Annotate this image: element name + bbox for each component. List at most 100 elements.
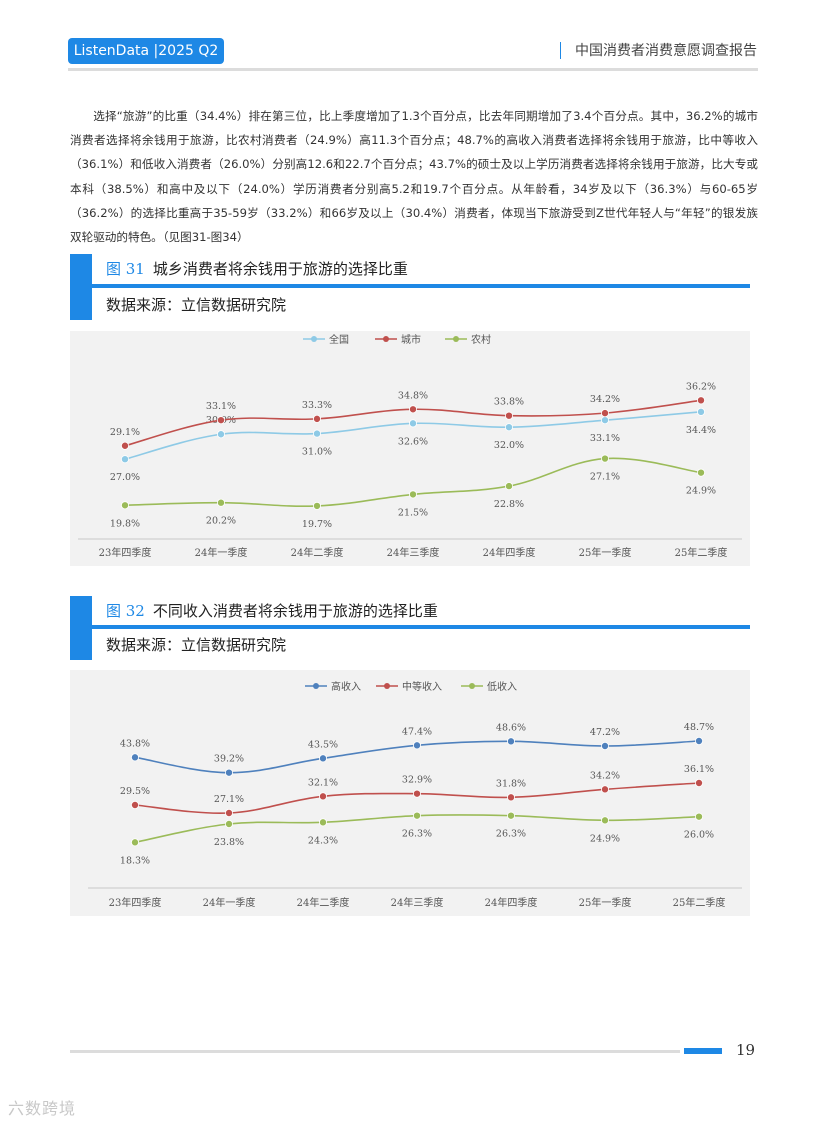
- data-point[interactable]: [312, 501, 321, 510]
- data-point[interactable]: [601, 409, 610, 418]
- data-label: 34.8%: [398, 390, 428, 401]
- x-tick-label: 24年一季度: [195, 546, 248, 559]
- legend-marker: [384, 683, 390, 689]
- data-label: 32.9%: [402, 775, 432, 786]
- x-tick-label: 24年四季度: [485, 896, 538, 909]
- data-point[interactable]: [697, 396, 706, 405]
- data-point[interactable]: [601, 816, 610, 825]
- data-point[interactable]: [506, 811, 515, 820]
- legend-marker: [311, 336, 317, 342]
- figure-31-source: 数据来源：立信数据研究院: [106, 296, 287, 314]
- data-point[interactable]: [601, 742, 610, 751]
- body-paragraph: 选择“旅游”的比重（34.4%）排在第三位，比上季度增加了1.3个百分点，比去年…: [70, 109, 758, 245]
- data-point[interactable]: [312, 429, 321, 438]
- footer-divider: [70, 1050, 680, 1053]
- data-point[interactable]: [224, 768, 233, 777]
- data-point[interactable]: [412, 741, 421, 750]
- data-point[interactable]: [504, 482, 513, 491]
- data-point[interactable]: [216, 416, 225, 425]
- legend-marker: [313, 683, 319, 689]
- x-tick-label: 24年三季度: [391, 896, 444, 909]
- legend-item[interactable]: 中等收入: [376, 680, 442, 693]
- data-label: 19.7%: [302, 519, 332, 530]
- data-label: 20.2%: [206, 516, 236, 527]
- data-point[interactable]: [504, 423, 513, 432]
- data-point[interactable]: [408, 405, 417, 414]
- legend-label: 全国: [329, 333, 349, 346]
- watermark: 六数跨境: [8, 1099, 77, 1118]
- data-point[interactable]: [506, 793, 515, 802]
- data-point[interactable]: [601, 454, 610, 463]
- figure-31-title-row: 图 31 城乡消费者将余钱用于旅游的选择比重: [106, 258, 408, 279]
- data-point[interactable]: [412, 789, 421, 798]
- figure-32-header: 图 32 不同收入消费者将余钱用于旅游的选择比重 数据来源：立信数据研究院: [70, 596, 750, 660]
- data-point[interactable]: [412, 811, 421, 820]
- legend-item[interactable]: 低收入: [461, 680, 517, 693]
- legend-item[interactable]: 全国: [303, 333, 349, 346]
- legend-item[interactable]: 高收入: [305, 680, 361, 693]
- page-number: 19: [736, 1041, 756, 1059]
- data-label: 43.5%: [308, 739, 338, 750]
- data-label: 29.5%: [120, 786, 150, 797]
- data-point[interactable]: [697, 468, 706, 477]
- data-label: 31.8%: [496, 778, 526, 789]
- data-point[interactable]: [131, 800, 140, 809]
- data-point[interactable]: [318, 754, 327, 763]
- data-point[interactable]: [695, 779, 704, 788]
- data-point[interactable]: [318, 792, 327, 801]
- data-label: 43.8%: [120, 738, 150, 749]
- data-point[interactable]: [601, 785, 610, 794]
- data-point[interactable]: [216, 498, 225, 507]
- x-tick-label: 24年二季度: [291, 546, 344, 559]
- legend-marker: [469, 683, 475, 689]
- figure-32-number: 图 32: [106, 602, 145, 620]
- legend-label: 低收入: [487, 680, 517, 693]
- data-point[interactable]: [695, 737, 704, 746]
- figure-accent-bar: [70, 596, 92, 660]
- data-label: 33.1%: [590, 433, 620, 444]
- data-label: 24.9%: [686, 486, 716, 497]
- data-label: 33.8%: [494, 397, 524, 408]
- data-label: 19.8%: [110, 518, 140, 529]
- data-point[interactable]: [506, 737, 515, 746]
- data-label: 24.9%: [590, 833, 620, 844]
- report-badge: ListenData |2025 Q2: [68, 38, 224, 64]
- data-point[interactable]: [131, 838, 140, 847]
- data-point[interactable]: [224, 808, 233, 817]
- data-label: 29.1%: [110, 427, 140, 438]
- data-point[interactable]: [408, 419, 417, 428]
- data-label: 22.8%: [494, 499, 524, 510]
- header-separator: [560, 42, 561, 59]
- data-point[interactable]: [121, 455, 130, 464]
- data-point[interactable]: [224, 819, 233, 828]
- chart-32-container: 23年四季度 24年一季度 24年二季度 24年三季度 24年四季度 25年一季度 25年二…: [70, 670, 750, 916]
- data-point[interactable]: [216, 430, 225, 439]
- data-point[interactable]: [697, 407, 706, 416]
- legend-item[interactable]: 城市: [375, 333, 421, 346]
- data-label: 26.3%: [496, 829, 526, 840]
- legend-label: 高收入: [331, 680, 361, 693]
- data-point[interactable]: [131, 753, 140, 762]
- data-point[interactable]: [318, 818, 327, 827]
- data-label: 34.2%: [590, 770, 620, 781]
- data-point[interactable]: [121, 501, 130, 510]
- x-tick-label: 24年一季度: [203, 896, 256, 909]
- chart-31-svg: 23年四季度 24年一季度 24年二季度 24年三季度 24年四季度 25年一季度 25年二…: [78, 333, 742, 559]
- data-point[interactable]: [312, 414, 321, 423]
- data-point[interactable]: [121, 441, 130, 450]
- data-point[interactable]: [695, 812, 704, 821]
- x-tick-label: 25年二季度: [673, 896, 726, 909]
- data-label: 33.3%: [302, 400, 332, 411]
- data-point[interactable]: [601, 416, 610, 425]
- data-label: 32.0%: [494, 440, 524, 451]
- legend-item[interactable]: 农村: [445, 333, 491, 346]
- x-tick-label: 24年四季度: [483, 546, 536, 559]
- data-label: 36.2%: [686, 381, 716, 392]
- data-label: 31.0%: [302, 447, 332, 458]
- data-point[interactable]: [504, 411, 513, 420]
- x-tick-label: 25年一季度: [579, 546, 632, 559]
- data-point[interactable]: [408, 490, 417, 499]
- data-label: 32.6%: [398, 436, 428, 447]
- data-label: 26.3%: [402, 829, 432, 840]
- data-label: 34.2%: [590, 394, 620, 405]
